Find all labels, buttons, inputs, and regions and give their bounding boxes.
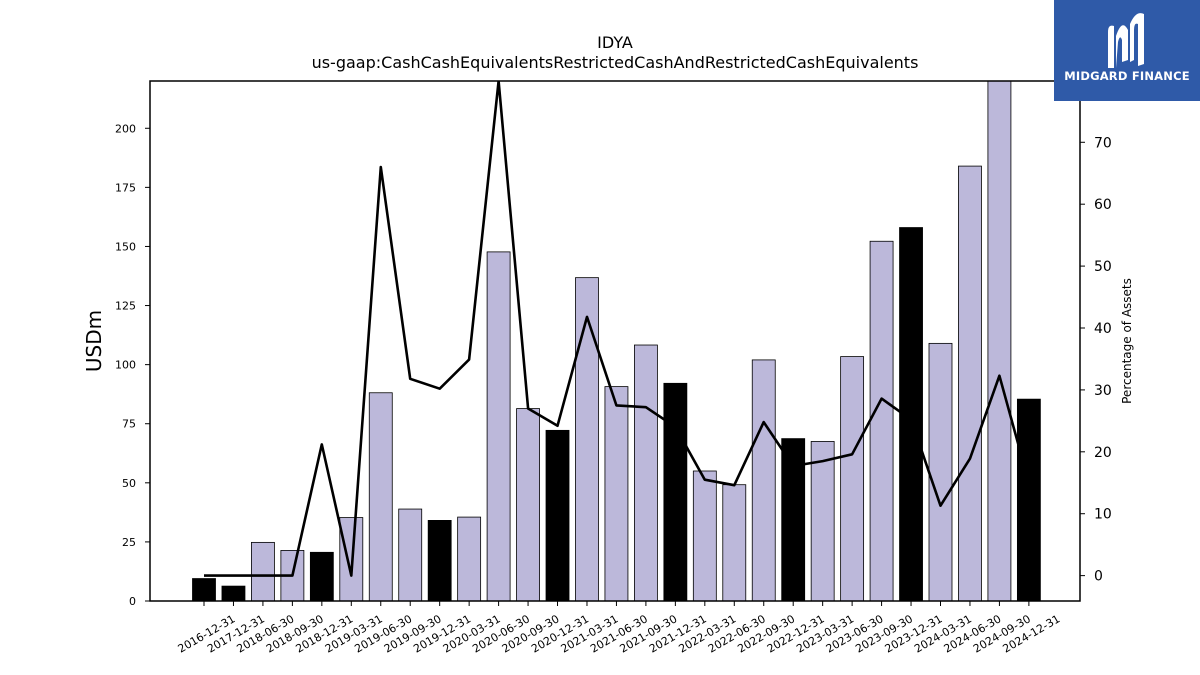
y-tick-label: 125 (115, 300, 136, 313)
bar-2019-12-31 (427, 520, 452, 602)
bar-2023-09-30 (869, 240, 894, 602)
bar-2021-06-30 (604, 386, 629, 602)
bar-2024-12-31 (1016, 398, 1041, 602)
y2-tick-label: 20 (1094, 445, 1112, 461)
bar-2021-03-31 (575, 277, 599, 602)
y-tick-label: 25 (122, 536, 136, 549)
bar-2022-09-30 (751, 359, 776, 602)
y2-tick-label: 0 (1094, 569, 1103, 585)
y2-axis-label: Percentage of Assets (1120, 278, 1134, 404)
chart-subtitle: us-gaap:CashCashEquivalentsRestrictedCas… (312, 53, 919, 72)
y2-axis: 0 10 20 30 40 50 60 70 (1080, 135, 1112, 585)
y-tick-label: 175 (115, 181, 136, 194)
y-tick-label: 200 (115, 122, 136, 135)
bar-2021-09-30 (634, 344, 658, 602)
bar-2018-06-30 (251, 541, 275, 602)
bar-2019-09-30 (398, 508, 423, 602)
bar-2020-03-31 (457, 516, 482, 602)
bar-2020-06-30 (486, 251, 511, 602)
y-tick-label: 50 (122, 477, 136, 490)
y-tick-label: 75 (122, 418, 136, 431)
midgard-logo-icon (1108, 13, 1144, 69)
bar-2024-06-30 (958, 165, 982, 602)
y-axis: 0 25 50 75 100 125 150 175 200 (115, 122, 150, 608)
bar-2016-12-31 (192, 578, 216, 602)
x-axis: 2016-12-312017-12-312018-06-302018-09-30… (176, 601, 1062, 656)
y-tick-label: 150 (115, 240, 136, 253)
y-tick-label: 100 (115, 359, 136, 372)
bar-2024-09-30 (987, 80, 1012, 602)
bar-2018-12-31 (309, 551, 334, 602)
percentage-line (204, 81, 1031, 577)
bar-2024-03-31 (928, 342, 953, 602)
titles: IDYA us-gaap:CashCashEquivalentsRestrict… (312, 33, 919, 72)
bars-group (192, 80, 1041, 602)
bar-2020-12-31 (545, 429, 570, 602)
y2-tick-label: 10 (1094, 507, 1112, 523)
y2-tick-label: 60 (1094, 197, 1112, 213)
y-axis-label: USDm (82, 310, 106, 372)
brand-name: MIDGARD FINANCE (1064, 69, 1190, 83)
y2-tick-label: 50 (1094, 259, 1112, 275)
bar-2023-03-31 (810, 441, 835, 602)
bar-2022-03-31 (692, 470, 717, 602)
plot-frame (149, 80, 1081, 602)
bar-2020-09-30 (516, 408, 540, 602)
bar-2017-12-31 (221, 585, 246, 602)
line-group (204, 81, 1031, 577)
y2-tick-label: 70 (1094, 135, 1112, 151)
y2-tick-label: 40 (1094, 321, 1112, 337)
bar-2022-12-31 (781, 438, 806, 602)
y2-tick-label: 30 (1094, 383, 1112, 399)
chart-title: IDYA (597, 33, 633, 52)
bar-2023-06-30 (840, 356, 865, 602)
bar-2019-06-30 (368, 392, 393, 602)
brand-logo: MIDGARD FINANCE (1054, 0, 1200, 101)
bar-2022-06-30 (722, 484, 747, 602)
bar-2021-12-31 (663, 382, 688, 602)
y-tick-label: 0 (129, 595, 136, 608)
